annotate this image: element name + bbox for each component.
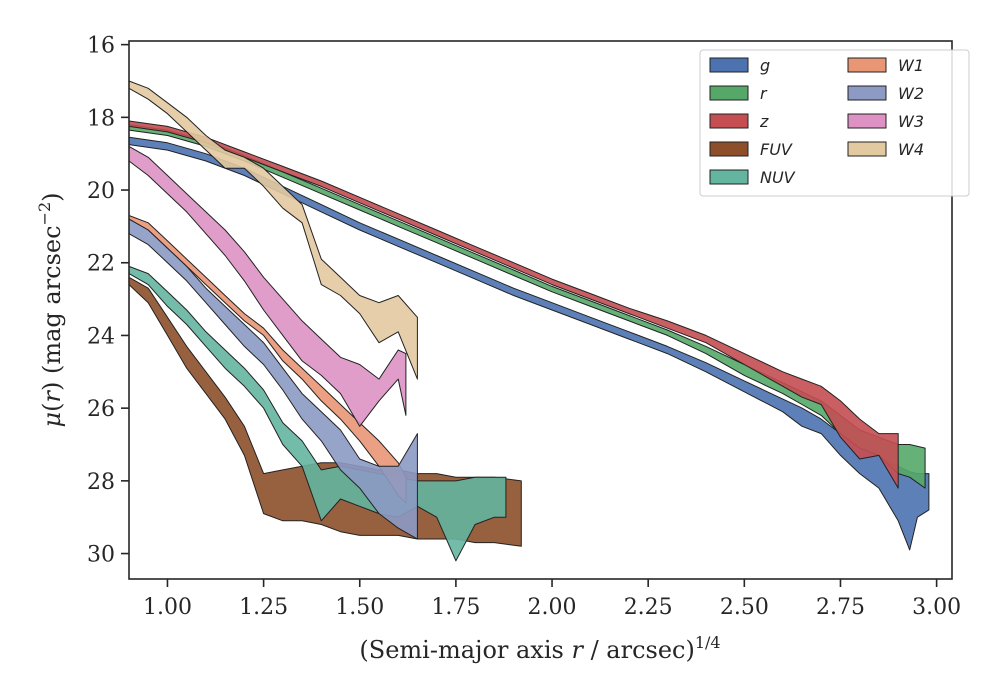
y-tick-label: 24 [87, 324, 115, 349]
legend-swatch [709, 85, 749, 101]
series-w3 [128, 145, 407, 427]
series-w2 [128, 218, 418, 540]
x-tick-label: 2.25 [624, 595, 673, 620]
legend-swatch [847, 141, 887, 157]
legend-swatch [709, 169, 749, 185]
legend-item-g: g [709, 56, 770, 75]
legend-swatch [847, 57, 887, 73]
legend-item-z: z [709, 112, 769, 131]
y-tick-label: 26 [87, 397, 115, 422]
legend-swatch [709, 141, 749, 157]
y-tick-label: 18 [87, 106, 115, 131]
band-fuv [128, 276, 522, 547]
band-w2 [128, 218, 418, 540]
series-z [128, 120, 899, 489]
legend-item-w1: W1 [847, 56, 924, 75]
x-axis-label: (Semi-major axis r / arcsec)1/4 [359, 633, 720, 664]
x-tick-label: 1.75 [431, 595, 480, 620]
x-tick-label: 1.25 [239, 595, 288, 620]
legend-label: W2 [898, 84, 924, 103]
legend-item-w4: W4 [847, 140, 924, 159]
band-w4 [128, 80, 418, 380]
x-tick-label: 2.75 [816, 595, 865, 620]
y-tick-label: 30 [87, 543, 115, 568]
band-z [128, 120, 899, 489]
legend-label: g [760, 56, 770, 75]
y-axis-label: μ(r) (mag arcsec−2) [35, 192, 66, 427]
y-tick-label: 22 [87, 252, 115, 277]
plot-frame [128, 40, 953, 580]
legend-item-w2: W2 [847, 84, 924, 103]
legend-item-w3: W3 [847, 112, 924, 131]
band-r [128, 124, 926, 489]
y-axis-ticks: 16 18 20 22 24 26 28 30 [87, 34, 129, 568]
legend-item-fuv: FUV [709, 140, 793, 159]
x-tick-label: 3.00 [912, 595, 961, 620]
x-tick-label: 2.00 [528, 595, 577, 620]
legend-item-r: r [709, 84, 768, 103]
x-axis-ticks: 1.00 1.25 1.50 1.75 2.00 2.25 2.50 2.75 3.00 [143, 579, 961, 620]
x-tick-label: 2.50 [720, 595, 769, 620]
legend: grz FUV NUV W1 W2 W3 W4 [699, 49, 970, 197]
series-layer [128, 80, 930, 562]
x-tick-label: 1.00 [143, 595, 192, 620]
legend-label: NUV [760, 168, 796, 187]
legend-swatch [709, 57, 749, 73]
legend-swatch [709, 113, 749, 129]
legend-label: W1 [898, 56, 924, 75]
legend-swatch [847, 85, 887, 101]
band-w3 [128, 145, 407, 427]
band-g [128, 136, 930, 551]
y-tick-label: 16 [87, 34, 115, 59]
legend-swatch [847, 113, 887, 129]
legend-label: W4 [898, 140, 924, 159]
y-tick-label: 28 [87, 470, 115, 495]
legend-label: W3 [898, 112, 924, 131]
series-r [128, 124, 926, 489]
legend-label: r [760, 84, 768, 103]
legend-frame [699, 49, 970, 197]
x-tick-label: 1.50 [335, 595, 384, 620]
legend-label: z [759, 112, 769, 131]
y-tick-label: 20 [87, 179, 115, 204]
series-fuv [128, 276, 522, 547]
legend-item-nuv: NUV [709, 168, 796, 187]
series-g [128, 136, 930, 551]
series-w4 [128, 80, 418, 380]
legend-label: FUV [760, 140, 793, 159]
